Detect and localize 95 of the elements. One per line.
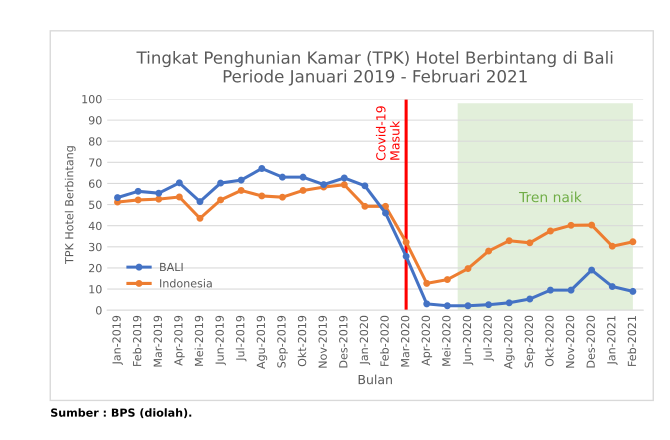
point [155, 196, 162, 203]
point [134, 196, 142, 204]
x-tick-label: Apr-2019 [174, 316, 185, 366]
y-tick-label: 100 [82, 94, 102, 104]
x-tick-label: Apr-2020 [422, 316, 432, 366]
x-tick-label: Mar-2020 [400, 316, 410, 367]
point [588, 266, 596, 274]
point [402, 238, 410, 246]
x-tick-label: Feb-2020 [380, 316, 389, 366]
point [196, 198, 204, 206]
point [608, 242, 616, 250]
point [340, 174, 348, 182]
chart-title: Tingkat Penghunian Kamar (TPK) Hotel Berbintang di Bali Periode Januari 2019 - Februari 2021 [136, 51, 612, 86]
x-tick-label: Mar-2019 [154, 316, 162, 367]
point [568, 222, 575, 229]
x-tick-label: Nov-2019 [318, 316, 327, 368]
ref-line-label: Covid-19 Masuk [376, 106, 400, 160]
point [361, 202, 368, 210]
x-tick-label: Jun-2020 [462, 316, 474, 366]
x-tick-label: Agu-2019 [256, 316, 268, 369]
x-tick-label: Mei-2019 [194, 316, 204, 366]
y-tick-label: 80 [88, 137, 102, 146]
point [546, 286, 554, 294]
point [134, 188, 142, 195]
y-tick-label: 60 [88, 179, 102, 188]
point [629, 238, 636, 246]
x-tick-label: Mei-2020 [442, 316, 451, 366]
y-axis-title: TPK Hotel Berbintang [64, 146, 76, 264]
point [526, 296, 534, 302]
y-tick-label: 10 [89, 285, 102, 294]
point [485, 248, 492, 255]
point [155, 190, 162, 197]
band-label: Tren naik [518, 192, 582, 202]
point [217, 180, 224, 187]
y-tick-label: 40 [88, 222, 102, 230]
point [423, 280, 430, 287]
point [382, 210, 389, 217]
x-axis-title: Bulan [358, 374, 392, 384]
x-tick-label: Des-2020 [586, 316, 595, 368]
point [526, 239, 534, 246]
x-tick-label: Sep-2019 [277, 316, 288, 368]
y-tick-label: 20 [89, 264, 102, 272]
x-tick-label: Feb-2019 [132, 316, 142, 366]
point [608, 283, 616, 290]
point [485, 301, 492, 308]
point [196, 214, 204, 222]
point [588, 222, 596, 229]
y-tick-label: 70 [89, 158, 102, 167]
point [464, 302, 472, 310]
x-tick-label: Agu-2020 [504, 316, 515, 369]
y-tick-label: 0 [96, 306, 102, 315]
point [114, 194, 121, 202]
point [423, 300, 430, 308]
point [258, 165, 266, 172]
point [568, 286, 575, 294]
point [320, 181, 328, 188]
y-tick-label: 90 [88, 116, 102, 124]
x-tick-label: Sep-2020 [524, 316, 536, 368]
legend-label: BALI [160, 262, 183, 272]
x-tick-label: Jun-2019 [215, 316, 226, 366]
point [506, 237, 513, 244]
point [278, 194, 286, 201]
y-tick-label: 50 [89, 200, 102, 209]
point [176, 179, 183, 186]
point [506, 299, 513, 306]
point [546, 228, 554, 234]
x-tick-label: Nov-2020 [566, 316, 574, 368]
x-tick-label: Des-2019 [339, 316, 348, 368]
point [217, 196, 224, 204]
x-tick-label: Jan-2021 [607, 316, 618, 366]
point [444, 276, 451, 284]
point [361, 182, 368, 190]
point [300, 186, 307, 194]
point [464, 265, 472, 272]
point [278, 174, 286, 181]
x-tick-label: Jan-2019 [112, 316, 123, 366]
point [629, 288, 636, 295]
x-tick-label: Jul-2020 [483, 316, 494, 362]
x-tick-label: Okt-2020 [545, 316, 554, 366]
x-tick-label: Feb-2021 [628, 316, 636, 366]
point [340, 181, 348, 188]
x-tick-label: Jan-2020 [360, 316, 370, 366]
text: Sumber : BPS (diolah). [51, 408, 192, 418]
x-tick-label: Okt-2019 [298, 316, 306, 366]
point [382, 202, 389, 210]
y-tick-label: 30 [89, 242, 102, 252]
point [238, 176, 245, 184]
point [300, 174, 307, 181]
point [238, 186, 245, 194]
point [176, 194, 183, 200]
point [444, 302, 451, 310]
x-tick-label: Jul-2019 [236, 316, 246, 362]
legend-label: Indonesia [160, 278, 212, 288]
point [402, 252, 410, 260]
point [258, 192, 266, 200]
